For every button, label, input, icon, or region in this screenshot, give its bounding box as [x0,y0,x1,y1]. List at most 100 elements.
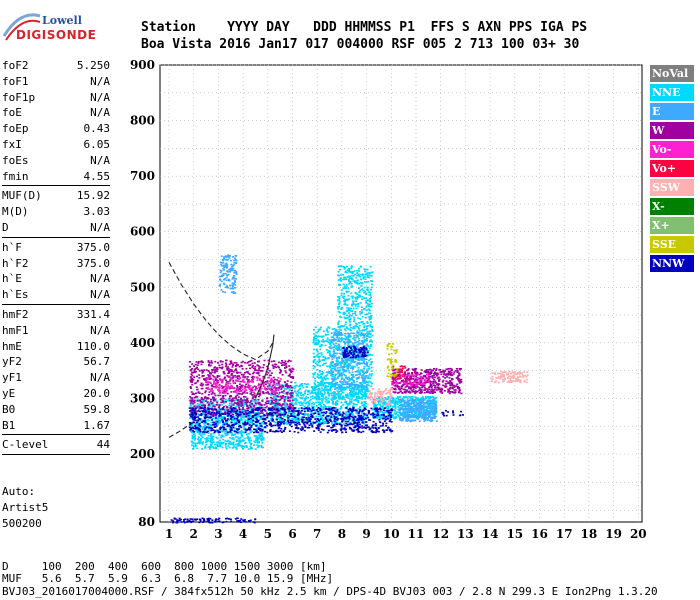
echo-point [362,380,365,382]
echo-point [365,396,368,398]
echo-point [336,336,339,339]
echo-point [355,400,358,402]
echo-point [395,403,398,405]
echo-point [242,375,245,378]
echo-point [257,365,260,367]
echo-point [352,280,355,282]
echo-point [353,357,356,359]
echo-point [350,282,353,285]
echo-point [202,422,205,425]
echo-point [332,354,334,357]
echo-point [233,282,236,285]
echo-point [345,287,347,289]
echo-point [290,387,293,389]
echo-point [422,398,425,401]
echo-point [191,444,194,447]
echo-point [414,412,417,415]
echo-point [379,417,382,420]
echo-point [233,259,235,262]
echo-point [234,292,237,294]
echo-point [431,416,434,418]
echo-point [314,391,317,393]
echo-point [411,419,414,422]
echo-point [355,314,358,317]
echo-point [369,323,372,326]
echo-point [302,402,305,404]
echo-point [194,371,197,373]
echo-point [416,414,418,417]
echo-point [229,399,231,402]
echo-point [400,403,403,406]
echo-point [283,399,286,401]
echo-point [370,326,373,328]
echo-point [338,372,341,375]
echo-point [358,384,361,387]
echo-point [337,299,340,302]
echo-point [318,401,321,404]
echo-point [318,352,321,355]
echo-point [322,419,325,421]
echo-point [217,394,220,397]
echo-point [363,376,366,378]
echo-point [265,397,268,400]
echo-point [238,406,241,409]
echo-point [313,336,316,339]
echo-point [245,371,248,373]
echo-point [356,269,359,272]
echo-point [244,410,247,412]
echo-point [192,403,195,405]
echo-point [240,431,243,434]
echo-point [262,416,264,418]
echo-point [365,268,368,271]
echo-point [355,403,358,406]
echo-point [389,402,392,404]
echo-point [189,417,192,419]
echo-point [312,329,315,331]
echo-point [226,255,229,257]
echo-point [420,402,423,404]
echo-point [357,369,360,371]
echo-point [350,307,352,310]
echo-point [364,398,367,400]
echo-point [251,407,254,409]
echo-point [254,369,257,372]
echo-point [316,354,319,356]
echo-point [247,420,250,423]
echo-point [201,413,204,416]
echo-point [366,415,369,418]
echo-point [363,291,366,294]
echo-point [313,358,316,361]
echo-point [212,438,214,441]
echo-point [317,361,320,364]
echo-point [353,419,356,422]
echo-point [286,418,289,421]
echo-point [331,380,334,383]
echo-point [245,414,248,416]
echo-point [262,392,264,394]
echo-point [219,420,222,422]
echo-point [198,433,201,435]
echo-point [408,395,411,398]
echo-point [333,376,336,378]
echo-point [219,444,222,446]
echo-point [231,404,233,406]
echo-point [346,356,349,359]
echo-point [225,409,227,411]
echo-point [358,324,361,327]
echo-point [211,445,214,448]
echo-point [303,400,306,402]
echo-point [318,371,321,373]
echo-point [354,339,357,342]
echo-point [248,407,251,410]
echo-point [363,338,366,341]
echo-point [369,345,372,348]
echo-point [402,409,405,411]
echo-point [316,351,319,353]
echo-point [290,403,293,406]
echo-point [216,401,219,404]
echo-point [193,371,196,374]
echo-point [346,386,349,388]
echo-point [330,398,333,400]
echo-point [402,400,405,403]
echo-point [277,380,280,383]
